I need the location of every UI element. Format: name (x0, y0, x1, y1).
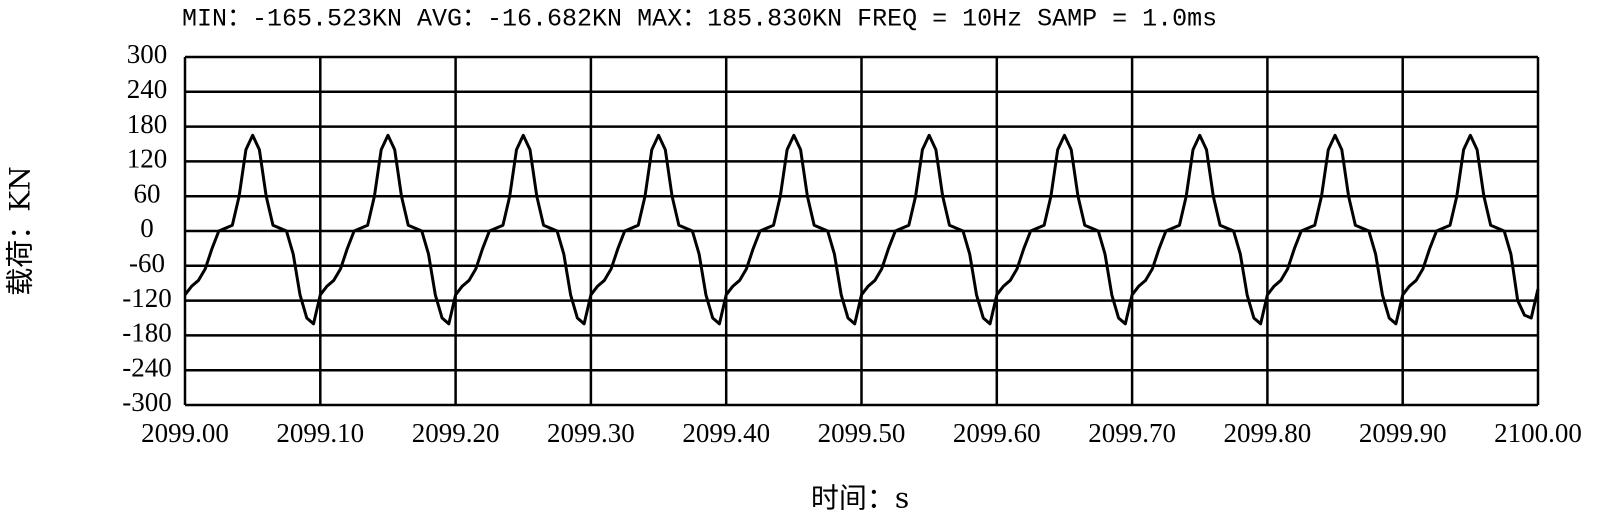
y-tick-label: -300 (122, 387, 172, 417)
x-tick-label: 2099.30 (547, 418, 635, 448)
x-tick-label: 2099.50 (818, 418, 906, 448)
y-tick-label: 300 (127, 39, 168, 69)
x-tick-label: 2099.40 (682, 418, 770, 448)
y-tick-label: -120 (122, 283, 172, 313)
x-tick-label: 2099.90 (1359, 418, 1447, 448)
y-tick-label: 120 (127, 144, 168, 174)
x-tick-label: 2099.00 (141, 418, 229, 448)
y-tick-label: -180 (122, 318, 172, 348)
y-tick-label: 0 (140, 213, 154, 243)
x-tick-label: 2099.80 (1224, 418, 1312, 448)
y-axis-label: 载荷：KN (4, 166, 37, 295)
x-axis-label: 时间：s (811, 482, 909, 515)
y-tick-label: 240 (127, 74, 168, 104)
y-tick-label: -60 (129, 248, 165, 278)
x-tick-label: 2100.00 (1494, 418, 1582, 448)
data-line (183, 133, 1540, 326)
x-tick-label: 2099.20 (412, 418, 500, 448)
chart-title: MIN：-165.523KN AVG：-16.682KN MAX：185.830… (182, 5, 1217, 34)
y-tick-label: 180 (127, 109, 168, 139)
y-tick-label: -240 (122, 352, 172, 382)
x-tick-label: 2099.60 (953, 418, 1041, 448)
x-tick-label: 2099.10 (276, 418, 364, 448)
x-tick-label: 2099.70 (1088, 418, 1176, 448)
y-tick-label: 60 (134, 178, 161, 208)
